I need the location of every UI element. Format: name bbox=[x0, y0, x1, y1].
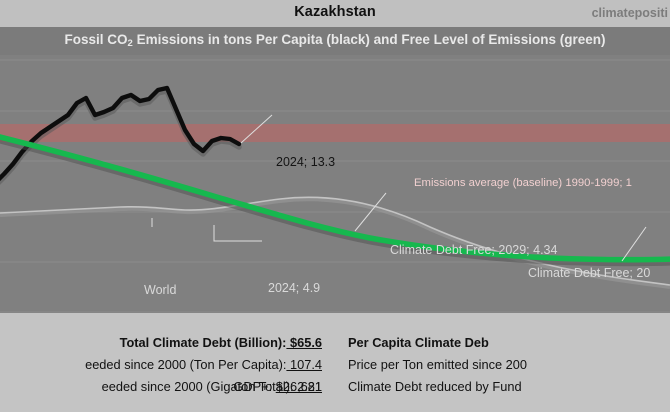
subtitle-pre: Fossil CO bbox=[64, 32, 128, 47]
data-row-label: Total Climate Debt (Billion): bbox=[119, 335, 287, 350]
gdp-row: GDP+: $26,681 bbox=[0, 379, 335, 394]
chart-canvas bbox=[0, 59, 670, 313]
emissions-line bbox=[0, 85, 242, 182]
data-row: Total Climate Debt (Billion): $65.6 bbox=[0, 335, 335, 350]
page-title: Kazakhstan bbox=[294, 4, 376, 20]
title-bar: Kazakhstan climatepositi bbox=[0, 0, 670, 27]
data-row: Price per Ton emitted since 200 bbox=[335, 357, 670, 372]
subtitle-bar: Fossil CO2 Emissions in tons Per Capita … bbox=[0, 27, 670, 55]
watermark: climatepositi bbox=[591, 6, 668, 20]
data-row: eeded since 2000 (Gigaton Total): 2.21 bbox=[0, 379, 335, 394]
gdp-value: $26,681 bbox=[275, 379, 322, 394]
data-row-label: Per Capita Climate Deb bbox=[348, 335, 489, 350]
label-free-level-2024: 2024; 4.9 bbox=[268, 281, 321, 295]
label-emissions-2024: 2024; 13.3 bbox=[276, 155, 336, 169]
data-row-label: eeded since 2000 (Ton Per Capita): bbox=[85, 357, 287, 372]
baseline-band-label: Emissions average (baseline) 1990-1999; … bbox=[414, 177, 632, 189]
free-level-line bbox=[0, 134, 670, 263]
data-row: Climate Debt reduced by Fund bbox=[335, 379, 670, 394]
data-row-value: 2.21 bbox=[293, 379, 322, 394]
subtitle-post: Emissions in tons Per Capita (black) and… bbox=[132, 32, 606, 47]
data-panel: Total Climate Debt (Billion): $65.6 eeded… bbox=[0, 313, 670, 412]
free-level-line-shadow bbox=[0, 136, 670, 267]
label-world-line: World bbox=[144, 283, 177, 297]
data-row-value: $65.6 bbox=[286, 335, 322, 350]
world-line bbox=[0, 197, 670, 289]
data-row: eeded since 2000 (Ton Per Capita): 107.4 bbox=[0, 357, 335, 372]
leader-lines bbox=[151, 114, 647, 262]
data-row-label: Price per Ton emitted since 200 bbox=[348, 357, 528, 372]
baseline-band bbox=[0, 124, 670, 142]
data-row: Per Capita Climate Deb bbox=[335, 335, 670, 350]
label-climate-debt-free-2029: Climate Debt Free; 2029; 4.34 bbox=[390, 243, 558, 257]
label-climate-debt-free-2060: Climate Debt Free; 20 bbox=[528, 266, 651, 280]
world-line-core bbox=[0, 196, 670, 286]
data-panel-right-column: Per Capita Climate Deb Price per Ton emit… bbox=[335, 313, 670, 412]
data-row-label: Climate Debt reduced by Fund bbox=[348, 379, 522, 394]
data-row-value: 107.4 bbox=[286, 357, 322, 372]
chart-subtitle: Fossil CO2 Emissions in tons Per Capita … bbox=[0, 32, 670, 49]
subtitle-subscript: 2 bbox=[127, 38, 133, 49]
plot-area: Emissions average (baseline) 1990-1999; … bbox=[0, 55, 670, 313]
data-row-label: eeded since 2000 (Gigaton Total): bbox=[101, 379, 294, 394]
gdp-label: GDP+: bbox=[233, 379, 273, 394]
data-panel-left-column: Total Climate Debt (Billion): $65.6 eeded… bbox=[0, 313, 335, 412]
